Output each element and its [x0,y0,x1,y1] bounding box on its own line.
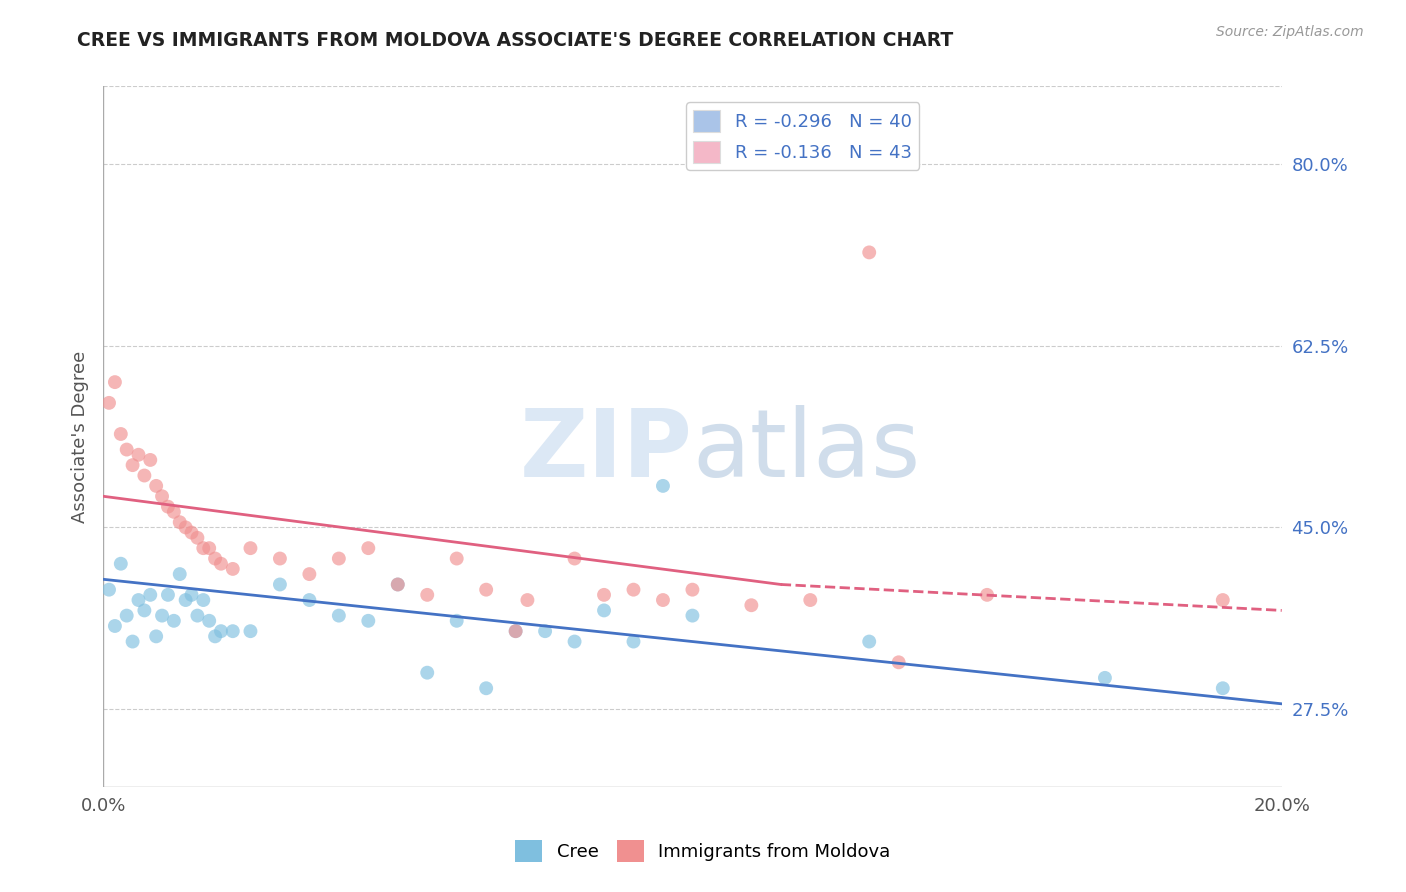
Point [98,582,121,597]
Y-axis label: Associate's Degree: Associate's Degree [72,351,89,523]
Point [1212,593,1234,607]
Point [446,551,468,566]
Point [156,500,179,514]
Point [209,624,232,639]
Point [357,541,380,556]
Point [104,619,127,633]
Point [209,557,232,571]
Point [193,593,215,607]
Point [163,505,186,519]
Point [198,614,221,628]
Point [121,458,143,472]
Point [475,582,498,597]
Point [145,479,167,493]
Point [799,593,821,607]
Point [740,599,762,613]
Point [858,634,880,648]
Point [681,608,703,623]
Point [127,593,149,607]
Point [564,551,586,566]
Point [150,608,173,623]
Point [110,557,132,571]
Point [222,624,245,639]
Point [169,567,191,582]
Point [115,608,138,623]
Point [139,453,162,467]
Point [475,681,498,696]
Point [180,588,202,602]
Point [186,531,208,545]
Point [127,448,149,462]
Point [652,593,675,607]
Point [298,567,321,582]
Point [174,520,197,534]
Text: atlas: atlas [692,405,921,497]
Point [564,634,586,648]
Text: Source: ZipAtlas.com: Source: ZipAtlas.com [1216,25,1364,39]
Text: CREE VS IMMIGRANTS FROM MOLDOVA ASSOCIATE'S DEGREE CORRELATION CHART: CREE VS IMMIGRANTS FROM MOLDOVA ASSOCIAT… [77,31,953,50]
Point [387,577,409,591]
Point [180,525,202,540]
Point [134,468,156,483]
Point [145,629,167,643]
Point [387,577,409,591]
Legend: Cree, Immigrants from Moldova: Cree, Immigrants from Moldova [508,833,898,870]
Point [156,588,179,602]
Point [534,624,557,639]
Point [416,665,439,680]
Point [239,624,262,639]
Point [110,427,132,442]
Point [193,541,215,556]
Point [446,614,468,628]
Point [623,634,645,648]
Point [169,515,191,529]
Point [1212,681,1234,696]
Text: ZIP: ZIP [520,405,692,497]
Point [174,593,197,607]
Point [516,593,538,607]
Point [198,541,221,556]
Point [115,442,138,457]
Point [505,624,527,639]
Point [328,551,350,566]
Point [298,593,321,607]
Point [186,608,208,623]
Point [104,375,127,389]
Point [858,245,880,260]
Point [976,588,998,602]
Point [681,582,703,597]
Point [623,582,645,597]
Point [269,551,291,566]
Point [204,629,226,643]
Point [328,608,350,623]
Point [505,624,527,639]
Point [593,588,616,602]
Point [416,588,439,602]
Point [163,614,186,628]
Point [150,489,173,503]
Point [204,551,226,566]
Point [887,655,910,669]
Legend: R = -0.296   N = 40, R = -0.136   N = 43: R = -0.296 N = 40, R = -0.136 N = 43 [686,103,920,169]
Point [98,396,121,410]
Point [593,603,616,617]
Point [652,479,675,493]
Point [222,562,245,576]
Point [357,614,380,628]
Point [134,603,156,617]
Point [121,634,143,648]
Point [269,577,291,591]
Point [239,541,262,556]
Point [139,588,162,602]
Point [1094,671,1116,685]
